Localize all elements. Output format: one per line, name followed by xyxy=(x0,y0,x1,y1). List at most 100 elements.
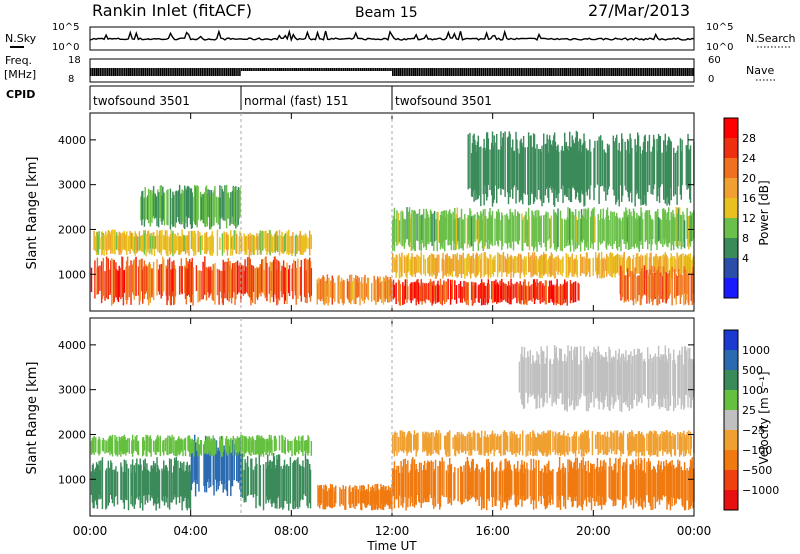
heatmap-cell xyxy=(427,214,429,242)
heatmap-cell xyxy=(663,273,666,299)
heatmap-cell xyxy=(226,440,229,456)
heatmap-cell xyxy=(125,234,127,252)
heatmap-cell xyxy=(231,439,234,487)
heatmap-cell xyxy=(615,137,617,205)
heatmap-cell xyxy=(536,279,538,299)
heatmap-cell xyxy=(197,270,199,303)
heatmap-cell xyxy=(220,185,223,219)
heatmap-cell xyxy=(658,436,661,451)
heatmap-cell xyxy=(655,253,657,278)
heatmap-cell xyxy=(677,255,679,274)
heatmap-cell xyxy=(426,437,428,456)
heatmap-cell xyxy=(207,440,209,454)
y-tick-label: 2000 xyxy=(58,223,86,236)
heatmap-cell xyxy=(658,469,661,505)
velocity-heatmap xyxy=(90,345,695,511)
heatmap-cell xyxy=(294,436,297,456)
heatmap-cell xyxy=(456,252,459,278)
heatmap-cell xyxy=(142,190,144,220)
heatmap-cell xyxy=(483,436,485,456)
heatmap-cell xyxy=(232,185,235,225)
heatmap-cell xyxy=(397,212,400,245)
heatmap-cell xyxy=(160,235,162,256)
heatmap-cell xyxy=(668,431,671,453)
freq-bar xyxy=(580,68,583,76)
heatmap-cell xyxy=(488,211,490,249)
heatmap-cell xyxy=(472,135,474,192)
heatmap-cell xyxy=(148,437,151,453)
heatmap-cell xyxy=(634,139,636,207)
heatmap-cell xyxy=(91,465,94,503)
heatmap-cell xyxy=(542,351,544,408)
heatmap-cell xyxy=(603,257,605,278)
heatmap-cell xyxy=(518,213,521,241)
freq-bar xyxy=(224,68,226,76)
heatmap-cell xyxy=(668,207,670,244)
heatmap-cell xyxy=(164,438,167,452)
heatmap-cell xyxy=(658,136,661,203)
heatmap-cell xyxy=(411,209,413,251)
heatmap-cell xyxy=(569,459,571,496)
freq-bar xyxy=(537,68,539,76)
heatmap-cell xyxy=(678,350,681,399)
heatmap-cell xyxy=(120,267,122,300)
heatmap-cell xyxy=(444,217,447,240)
freq-bar xyxy=(390,68,392,71)
heatmap-cell xyxy=(626,257,629,278)
heatmap-cell xyxy=(365,489,367,509)
heatmap-cell xyxy=(144,265,146,294)
heatmap-cell xyxy=(579,346,582,397)
heatmap-cell xyxy=(533,134,536,202)
nsky-label: N.Sky xyxy=(5,32,37,45)
heatmap-cell xyxy=(157,465,159,498)
heatmap-cell xyxy=(254,466,256,495)
heatmap-cell xyxy=(245,266,247,293)
heatmap-cell xyxy=(412,282,414,301)
heatmap-cell xyxy=(466,433,469,451)
heatmap-cell xyxy=(525,434,527,457)
freq-bar xyxy=(105,68,107,76)
heatmap-cell xyxy=(464,214,466,244)
heatmap-cell xyxy=(135,256,137,296)
heatmap-cell xyxy=(643,265,646,295)
heatmap-cell xyxy=(179,461,182,496)
heatmap-cell xyxy=(211,270,214,300)
heatmap-cell xyxy=(556,279,558,304)
heatmap-cell xyxy=(591,431,594,456)
heatmap-cell xyxy=(280,235,282,252)
heatmap-cell xyxy=(547,212,549,241)
heatmap-cell xyxy=(276,455,278,509)
heatmap-cell xyxy=(449,258,452,276)
freq-bar xyxy=(271,68,273,71)
heatmap-cell xyxy=(499,149,501,188)
heatmap-cell xyxy=(361,283,364,301)
heatmap-cell xyxy=(405,256,407,277)
heatmap-cell xyxy=(548,135,551,188)
heatmap-cell xyxy=(107,439,110,453)
heatmap-cell xyxy=(480,146,482,207)
heatmap-cell xyxy=(246,437,248,452)
heatmap-cell xyxy=(605,356,608,393)
heatmap-cell xyxy=(471,285,474,306)
heatmap-cell xyxy=(599,354,601,402)
heatmap-cell xyxy=(128,438,131,454)
freq-label-2: [MHz] xyxy=(4,68,36,81)
heatmap-cell xyxy=(184,237,187,255)
heatmap-cell xyxy=(225,184,228,229)
heatmap-cell xyxy=(510,469,512,500)
heatmap-cell xyxy=(175,440,178,456)
heatmap-cell xyxy=(662,355,664,408)
freq-bar xyxy=(376,68,379,71)
heatmap-cell xyxy=(584,461,587,498)
heatmap-cell xyxy=(132,439,135,453)
heatmap-cell xyxy=(656,138,658,202)
heatmap-cell xyxy=(300,235,303,255)
heatmap-cell xyxy=(428,461,431,495)
heatmap-cell xyxy=(189,464,191,508)
heatmap-cell xyxy=(673,468,676,506)
heatmap-cell xyxy=(510,437,512,451)
heatmap-cell xyxy=(527,469,529,499)
heatmap-cell xyxy=(503,284,506,300)
heatmap-cell xyxy=(508,285,511,305)
heatmap-cell xyxy=(407,253,410,272)
